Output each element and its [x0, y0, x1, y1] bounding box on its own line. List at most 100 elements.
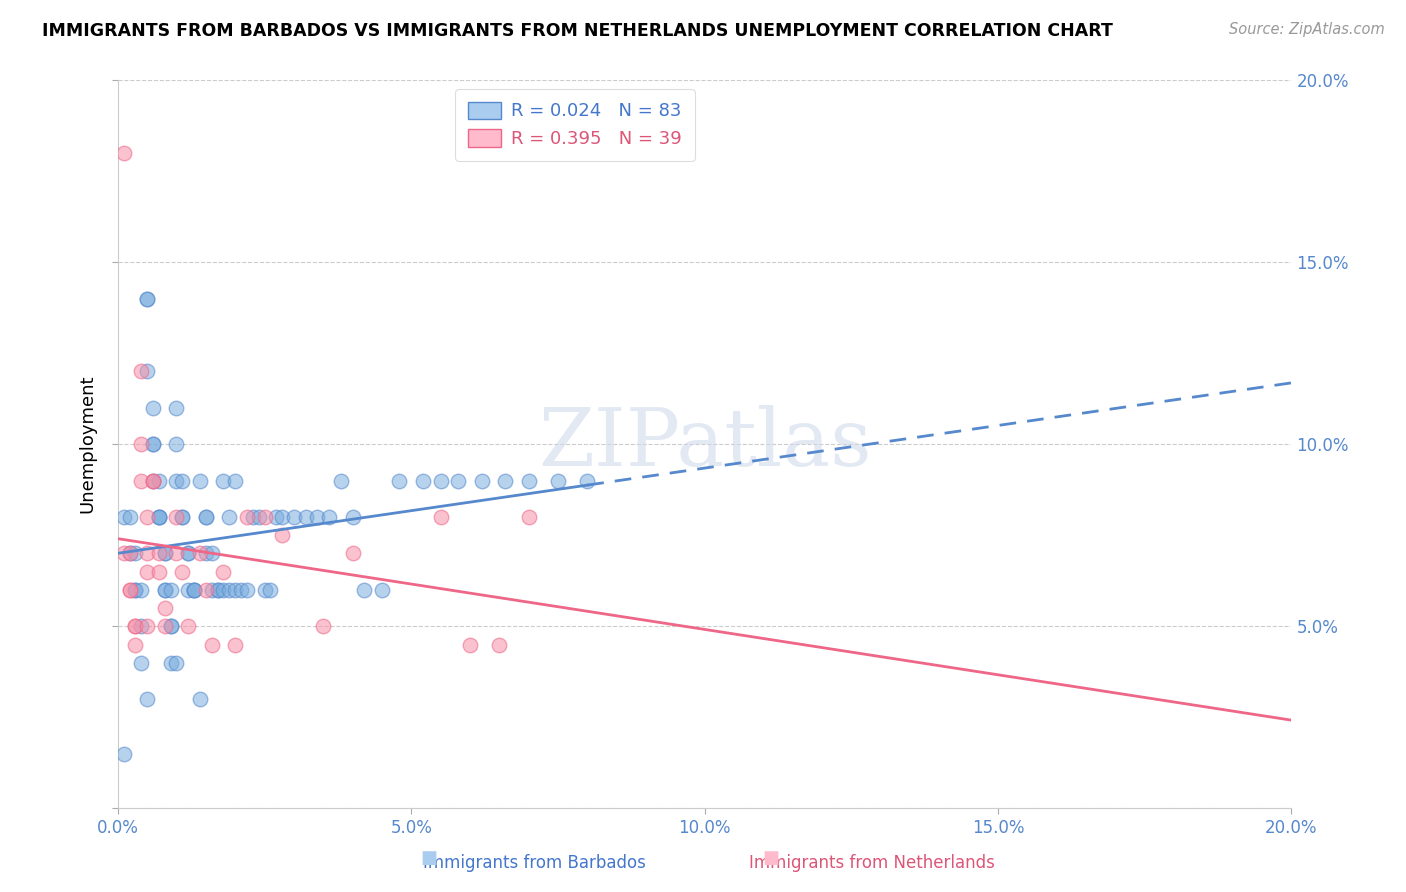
Point: [194, 510, 217, 524]
Point: [118, 582, 141, 597]
Point: [236, 582, 259, 597]
Point: [124, 619, 146, 633]
Point: [517, 474, 540, 488]
Point: [142, 437, 165, 451]
Point: [259, 582, 281, 597]
Point: [136, 510, 159, 524]
Point: [183, 582, 205, 597]
Point: [253, 582, 276, 597]
Point: [136, 292, 159, 306]
Point: [329, 474, 352, 488]
Point: [342, 510, 364, 524]
Point: [148, 546, 170, 560]
Point: [124, 546, 146, 560]
Point: [183, 582, 205, 597]
Point: [166, 474, 188, 488]
Point: [242, 510, 264, 524]
Point: [342, 546, 364, 560]
Point: [212, 474, 235, 488]
Point: [294, 510, 316, 524]
Point: [129, 474, 152, 488]
Point: [136, 692, 159, 706]
Point: [112, 546, 135, 560]
Point: [136, 292, 159, 306]
Point: [166, 656, 188, 670]
Text: Immigrants from Barbados: Immigrants from Barbados: [423, 855, 645, 872]
Point: [194, 510, 217, 524]
Point: [172, 474, 194, 488]
Point: [388, 474, 411, 488]
Point: [307, 510, 329, 524]
Text: Source: ZipAtlas.com: Source: ZipAtlas.com: [1229, 22, 1385, 37]
Text: Immigrants from Netherlands: Immigrants from Netherlands: [749, 855, 994, 872]
Point: [166, 401, 188, 415]
Point: [118, 546, 141, 560]
Point: [283, 510, 305, 524]
Point: [471, 474, 494, 488]
Point: [153, 601, 176, 615]
Point: [142, 437, 165, 451]
Point: [124, 582, 146, 597]
Point: [429, 510, 451, 524]
Point: [142, 474, 165, 488]
Point: [166, 546, 188, 560]
Point: [136, 364, 159, 378]
Point: [412, 474, 434, 488]
Point: [218, 510, 240, 524]
Point: [124, 619, 146, 633]
Point: [547, 474, 569, 488]
Point: [159, 619, 181, 633]
Point: [229, 582, 252, 597]
Point: [207, 582, 229, 597]
Point: [253, 510, 276, 524]
Point: [201, 546, 224, 560]
Point: [224, 474, 246, 488]
Point: [129, 582, 152, 597]
Point: [159, 619, 181, 633]
Point: [271, 510, 294, 524]
Y-axis label: Unemployment: Unemployment: [79, 375, 96, 514]
Point: [118, 510, 141, 524]
Point: [224, 638, 246, 652]
Point: [458, 638, 481, 652]
Point: [142, 474, 165, 488]
Point: [166, 510, 188, 524]
Point: [188, 474, 211, 488]
Point: [112, 145, 135, 160]
Point: [172, 510, 194, 524]
Point: [247, 510, 270, 524]
Point: [429, 474, 451, 488]
Point: [136, 619, 159, 633]
Point: [136, 565, 159, 579]
Point: [177, 546, 200, 560]
Text: ■: ■: [420, 849, 437, 867]
Point: [112, 747, 135, 761]
Point: [159, 582, 181, 597]
Point: [517, 510, 540, 524]
Point: [177, 582, 200, 597]
Point: [212, 582, 235, 597]
Point: [172, 510, 194, 524]
Point: [188, 692, 211, 706]
Point: [112, 510, 135, 524]
Point: [194, 546, 217, 560]
Point: [153, 546, 176, 560]
Point: [218, 582, 240, 597]
Point: [172, 565, 194, 579]
Point: [129, 656, 152, 670]
Point: [118, 582, 141, 597]
Point: [488, 638, 510, 652]
Point: [494, 474, 516, 488]
Point: [148, 474, 170, 488]
Point: [166, 437, 188, 451]
Point: [371, 582, 394, 597]
Text: ZIPatlas: ZIPatlas: [538, 405, 872, 483]
Point: [153, 582, 176, 597]
Point: [153, 619, 176, 633]
Point: [271, 528, 294, 542]
Point: [177, 546, 200, 560]
Point: [207, 582, 229, 597]
Legend: R = 0.024   N = 83, R = 0.395   N = 39: R = 0.024 N = 83, R = 0.395 N = 39: [456, 89, 695, 161]
Point: [136, 546, 159, 560]
Point: [264, 510, 287, 524]
